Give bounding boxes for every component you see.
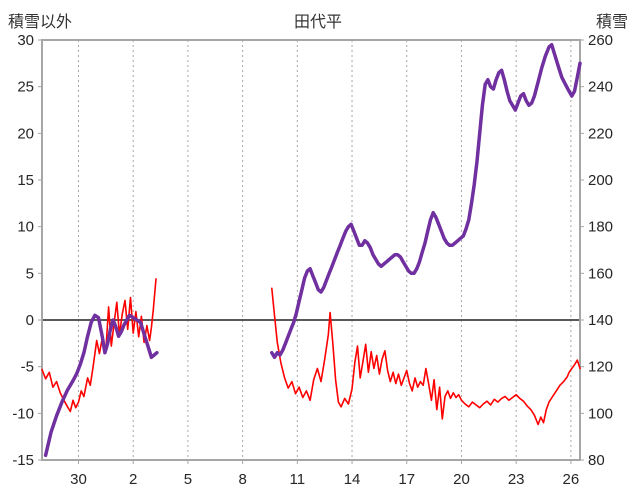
right-tick-label: 260 — [588, 32, 613, 49]
x-tick-label: 5 — [184, 471, 192, 488]
series-line-left — [270, 287, 581, 426]
left-axis-title: 積雪以外 — [8, 14, 73, 31]
x-tick-label: 2 — [129, 471, 137, 488]
left-tick-label: 25 — [17, 79, 34, 96]
left-tick-label: 15 — [17, 172, 34, 189]
left-tick-label: 0 — [26, 312, 34, 329]
x-tick-label: 14 — [344, 471, 361, 488]
x-tick-label: 17 — [398, 471, 415, 488]
left-tick-label: 20 — [17, 125, 34, 142]
x-tick-label: 20 — [453, 471, 470, 488]
x-tick-label: 30 — [70, 471, 87, 488]
x-tick-label: 23 — [508, 471, 525, 488]
left-tick-label: 30 — [17, 32, 34, 49]
right-tick-label: 140 — [588, 312, 613, 329]
series-line-right — [270, 42, 582, 360]
right-tick-label: 160 — [588, 265, 613, 282]
right-axis-title: 積雪 — [595, 14, 628, 31]
right-tick-label: 100 — [588, 405, 613, 422]
right-tick-label: 80 — [588, 452, 605, 469]
right-tick-label: 220 — [588, 125, 613, 142]
series-line-left — [41, 278, 157, 413]
chart-title: 田代平 — [293, 14, 342, 31]
right-tick-label: 180 — [588, 219, 613, 236]
x-tick-label: 11 — [290, 471, 306, 488]
left-tick-label: -15 — [12, 452, 34, 469]
right-tick-label: 200 — [588, 172, 613, 189]
left-tick-label: -10 — [12, 405, 34, 422]
right-tick-label: 240 — [588, 79, 613, 96]
series-line-right — [43, 313, 159, 458]
plot-border — [41, 39, 581, 461]
left-tick-label: 5 — [26, 265, 34, 282]
x-tick-label: 26 — [563, 471, 580, 488]
left-tick-label: 10 — [17, 219, 34, 236]
x-tick-label: 8 — [238, 471, 246, 488]
right-tick-label: 120 — [588, 359, 613, 376]
left-tick-label: -5 — [21, 359, 34, 376]
